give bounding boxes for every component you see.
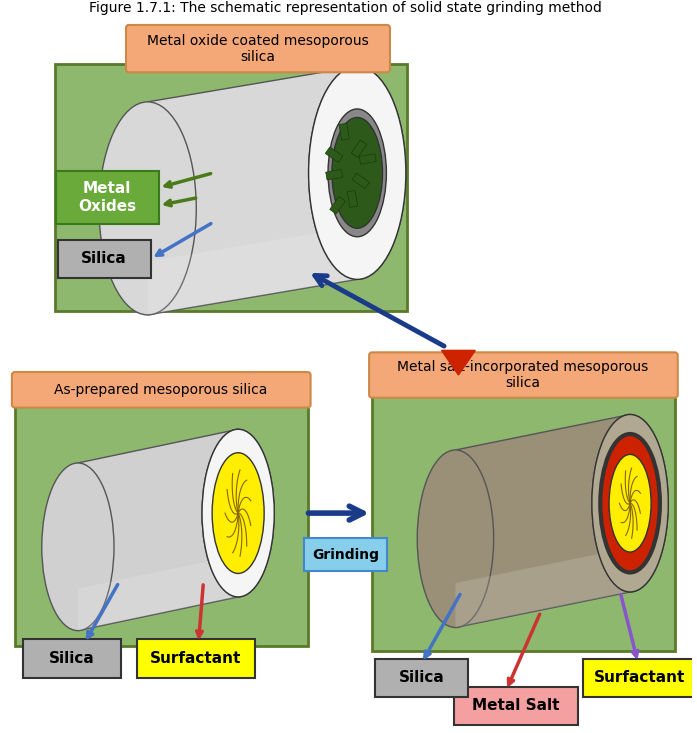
Bar [352,173,369,188]
Text: Silica: Silica [399,670,445,685]
FancyBboxPatch shape [454,687,578,725]
PathPatch shape [148,226,358,315]
Ellipse shape [418,450,493,627]
Bar [339,123,349,140]
Text: Grinding: Grinding [312,548,378,561]
Bar [325,147,343,163]
Text: Surfactant: Surfactant [595,670,686,685]
PathPatch shape [148,67,358,315]
PathPatch shape [78,555,238,630]
Bar [330,196,345,214]
Text: As-prepared mesoporous silica: As-prepared mesoporous silica [54,383,268,397]
Text: Metal oxide coated mesoporous
silica: Metal oxide coated mesoporous silica [147,34,369,64]
Text: Metal Salt: Metal Salt [473,698,560,713]
FancyBboxPatch shape [372,390,675,651]
FancyBboxPatch shape [137,639,255,678]
Bar [325,169,343,180]
Bar [359,154,376,164]
Ellipse shape [309,67,406,279]
FancyBboxPatch shape [15,405,307,647]
Ellipse shape [328,109,386,237]
FancyBboxPatch shape [126,25,390,73]
Ellipse shape [592,414,668,592]
Ellipse shape [212,453,264,573]
FancyBboxPatch shape [58,240,151,279]
Ellipse shape [202,430,274,597]
Bar [351,140,367,158]
Text: Silica: Silica [82,251,127,266]
Text: Surfactant: Surfactant [150,651,241,666]
Bar [347,191,358,207]
Text: Figure 1.7.1: The schematic representation of solid state grinding method: Figure 1.7.1: The schematic representati… [89,1,602,15]
PathPatch shape [78,430,238,630]
FancyBboxPatch shape [56,171,159,224]
Ellipse shape [609,454,651,552]
Ellipse shape [202,430,274,597]
PathPatch shape [455,548,630,627]
Ellipse shape [99,102,197,315]
FancyBboxPatch shape [375,659,468,698]
Ellipse shape [42,463,114,630]
Ellipse shape [592,414,668,592]
Ellipse shape [309,67,406,279]
FancyBboxPatch shape [12,372,311,408]
Ellipse shape [600,434,660,572]
FancyBboxPatch shape [304,538,387,571]
Text: Metal
Oxides: Metal Oxides [78,181,136,214]
FancyBboxPatch shape [583,659,696,698]
Ellipse shape [332,117,383,228]
Text: Silica: Silica [49,651,94,666]
FancyBboxPatch shape [54,65,407,311]
Text: Metal salt-incorporated mesoporous
silica: Metal salt-incorporated mesoporous silic… [397,360,648,390]
FancyBboxPatch shape [23,639,121,678]
Polygon shape [442,350,475,375]
FancyBboxPatch shape [369,353,677,398]
PathPatch shape [455,414,630,627]
